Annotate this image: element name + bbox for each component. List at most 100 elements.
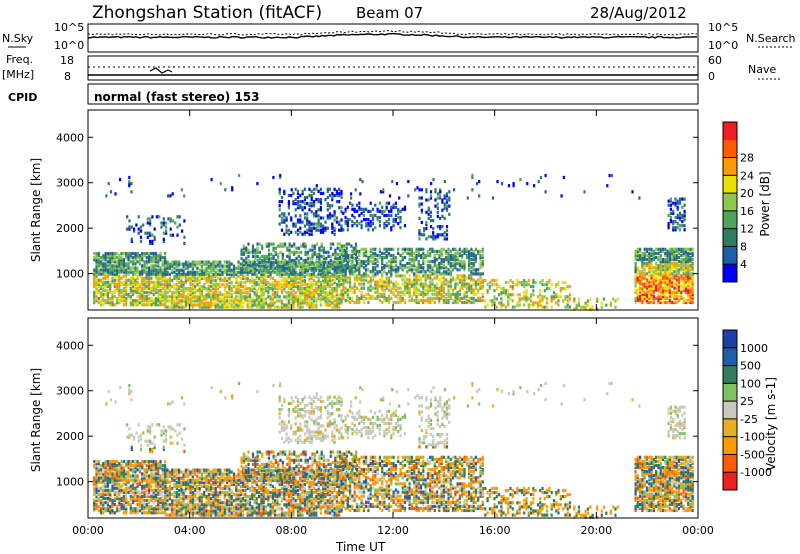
power-cell bbox=[262, 291, 265, 295]
power-cell bbox=[251, 287, 254, 291]
power-cell bbox=[308, 226, 311, 230]
power-cell bbox=[445, 200, 449, 204]
power-cell bbox=[355, 296, 359, 300]
power-cell bbox=[317, 287, 320, 291]
power-cell bbox=[399, 274, 402, 278]
power-cell bbox=[655, 278, 658, 282]
power-cell bbox=[438, 270, 441, 274]
power-cell bbox=[127, 256, 130, 260]
power-cell bbox=[441, 200, 444, 204]
power-cell bbox=[687, 300, 690, 305]
power-cell bbox=[650, 290, 653, 294]
power-cell bbox=[589, 307, 592, 311]
power-cell bbox=[371, 278, 375, 282]
power-cell bbox=[306, 269, 309, 273]
power-cell bbox=[664, 278, 667, 282]
velocity-cell bbox=[111, 464, 114, 468]
power-cell bbox=[362, 274, 365, 278]
power-cell bbox=[293, 242, 296, 246]
power-cell bbox=[669, 211, 672, 215]
power-cell bbox=[130, 237, 133, 241]
power-cell bbox=[230, 303, 233, 307]
power-cell bbox=[448, 212, 451, 216]
power-cell bbox=[682, 278, 685, 282]
power-cell bbox=[358, 298, 361, 303]
power-cell bbox=[365, 247, 368, 251]
power-cell bbox=[439, 233, 442, 237]
power-cell bbox=[254, 267, 257, 271]
power-cell bbox=[502, 291, 505, 295]
power-cell bbox=[355, 266, 359, 270]
power-cell bbox=[691, 276, 694, 280]
power-cell bbox=[527, 303, 530, 307]
velocity-cell bbox=[93, 507, 96, 511]
power-cell bbox=[196, 266, 199, 270]
power-cell bbox=[207, 291, 210, 295]
power-cell bbox=[689, 266, 692, 270]
power-cell bbox=[154, 290, 157, 295]
power-cell bbox=[325, 256, 328, 260]
power-cell bbox=[678, 211, 682, 215]
power-cell bbox=[369, 278, 372, 282]
power-cell bbox=[426, 296, 429, 300]
power-cell bbox=[230, 287, 233, 291]
power-cell bbox=[237, 287, 240, 291]
power-cell bbox=[191, 305, 194, 309]
power-cell bbox=[95, 286, 98, 290]
power-cell bbox=[555, 295, 558, 299]
power-cell bbox=[340, 291, 343, 295]
power-cell bbox=[118, 256, 121, 260]
power-cell bbox=[235, 266, 238, 270]
power-cell bbox=[278, 262, 281, 266]
power-cell bbox=[173, 291, 176, 295]
power-cell bbox=[319, 285, 322, 289]
power-cell bbox=[666, 286, 669, 290]
power-cell bbox=[338, 280, 341, 285]
power-cell bbox=[296, 287, 300, 291]
velocity-cell bbox=[127, 478, 130, 482]
power-cell bbox=[128, 175, 131, 180]
power-cell bbox=[424, 270, 427, 274]
power-cell bbox=[278, 200, 281, 204]
velocity-cell bbox=[113, 498, 116, 503]
power-cell bbox=[141, 256, 144, 260]
power-cell bbox=[342, 253, 345, 258]
power-cell bbox=[303, 283, 306, 287]
power-cell bbox=[432, 235, 435, 239]
power-cell bbox=[219, 182, 222, 186]
power-cell bbox=[387, 284, 391, 288]
power-cell bbox=[403, 247, 407, 251]
power-cell bbox=[319, 228, 322, 232]
power-cell bbox=[334, 252, 337, 256]
velocity-cell bbox=[116, 464, 119, 468]
power-cell bbox=[353, 288, 356, 292]
power-cell bbox=[634, 278, 637, 282]
power-cell bbox=[525, 291, 528, 295]
velocity-cell bbox=[104, 496, 107, 501]
power-cell bbox=[472, 264, 475, 268]
power-cell bbox=[465, 294, 468, 298]
power-cell bbox=[120, 264, 123, 268]
power-cell bbox=[246, 270, 249, 274]
power-cell bbox=[159, 252, 162, 256]
power-cell bbox=[132, 280, 135, 284]
power-cell bbox=[294, 295, 297, 299]
power-cell bbox=[175, 289, 178, 293]
power-cell bbox=[349, 288, 352, 292]
power-cell bbox=[408, 280, 411, 284]
power-cell bbox=[344, 264, 347, 268]
power-cell bbox=[278, 204, 281, 208]
power-cell bbox=[374, 282, 377, 286]
power-cell bbox=[260, 276, 263, 280]
power-cell bbox=[143, 268, 146, 272]
power-cell bbox=[418, 202, 421, 206]
power-cell bbox=[300, 265, 303, 269]
power-cell bbox=[226, 272, 229, 276]
power-cell bbox=[136, 301, 139, 305]
velocity-cell bbox=[129, 486, 132, 490]
power-cell bbox=[643, 251, 646, 255]
power-cell bbox=[511, 285, 514, 289]
power-cell bbox=[129, 252, 132, 256]
power-cell bbox=[381, 300, 384, 305]
power-cell bbox=[239, 297, 242, 301]
